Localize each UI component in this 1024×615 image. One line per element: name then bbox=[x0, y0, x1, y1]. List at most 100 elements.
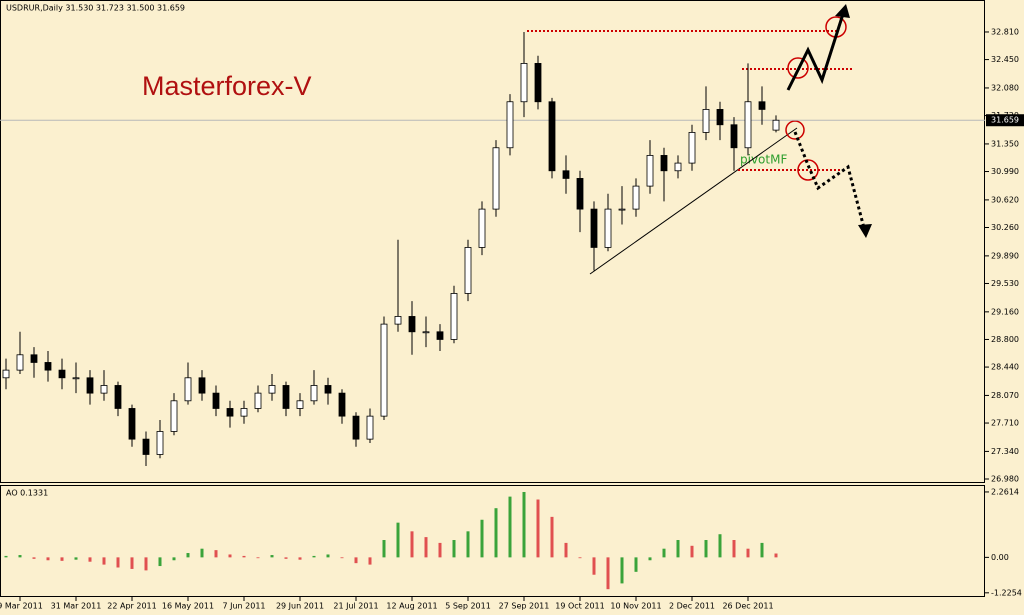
candle-body bbox=[254, 392, 262, 409]
ao-bar bbox=[494, 508, 498, 558]
ao-bar bbox=[60, 557, 64, 561]
candle-body bbox=[576, 178, 584, 210]
candle-body bbox=[618, 208, 626, 211]
ao-bar bbox=[550, 516, 554, 558]
ao-bar bbox=[214, 550, 218, 558]
ao-bar bbox=[438, 542, 442, 558]
ao-bar bbox=[270, 555, 274, 558]
candle-body bbox=[72, 377, 80, 380]
candle-body bbox=[478, 208, 486, 248]
ao-bar bbox=[466, 531, 470, 558]
y-tick-label: -1.2254 bbox=[991, 588, 1022, 597]
ao-bar bbox=[368, 557, 372, 565]
ao-bar bbox=[396, 522, 400, 558]
ao-bar bbox=[298, 557, 302, 560]
ao-bar bbox=[326, 554, 330, 558]
x-tick-label: 12 Aug 2011 bbox=[386, 602, 437, 611]
ao-bar bbox=[256, 557, 260, 559]
ao-bar bbox=[88, 557, 92, 562]
ao-bar bbox=[382, 540, 386, 558]
candle-body bbox=[184, 377, 192, 402]
ao-bar bbox=[592, 557, 596, 575]
y-tick-label: 28.070 bbox=[991, 391, 1019, 400]
candle-body bbox=[534, 63, 542, 103]
ao-bar bbox=[606, 557, 610, 590]
candle-body bbox=[114, 385, 122, 409]
ao-bar bbox=[648, 557, 652, 561]
pivot-label: pivotMF bbox=[740, 153, 787, 167]
y-tick-label: 28.440 bbox=[991, 363, 1019, 372]
brand-label: Masterforex-V bbox=[142, 71, 312, 101]
candle-body bbox=[268, 385, 276, 394]
y-tick-label: 32.080 bbox=[991, 83, 1019, 92]
last-price-label: 31.659 bbox=[991, 116, 1019, 125]
ao-bar bbox=[312, 555, 316, 558]
y-tick-label: 0.00 bbox=[991, 553, 1009, 562]
ao-bar bbox=[578, 557, 582, 559]
y-tick-label: 29.530 bbox=[991, 279, 1019, 288]
y-tick-label: 26.980 bbox=[991, 475, 1019, 484]
candle-body bbox=[436, 331, 444, 340]
candle-body bbox=[240, 408, 248, 417]
candle-body bbox=[30, 354, 38, 363]
ao-bar bbox=[284, 557, 288, 559]
ao-bar bbox=[18, 555, 22, 558]
candle-body bbox=[366, 415, 374, 440]
candle-body bbox=[352, 415, 360, 440]
y-tick-label: 27.340 bbox=[991, 447, 1019, 456]
ao-bar bbox=[508, 496, 512, 558]
candle-body bbox=[324, 385, 332, 394]
ao-bar bbox=[746, 548, 750, 558]
candle-body bbox=[646, 155, 654, 187]
x-tick-label: 29 Jun 2011 bbox=[276, 602, 324, 611]
y-tick-label: 27.710 bbox=[991, 419, 1019, 428]
ao-frame bbox=[0, 485, 985, 597]
candle-body bbox=[562, 170, 570, 179]
x-tick-label: 16 May 2011 bbox=[162, 602, 214, 611]
ao-bar bbox=[424, 537, 428, 558]
x-tick-label: 5 Sep 2011 bbox=[445, 602, 491, 611]
circle-marker bbox=[787, 57, 809, 79]
y-tick-label: 30.260 bbox=[991, 223, 1019, 232]
candle-body bbox=[506, 101, 514, 149]
candle-body bbox=[548, 101, 556, 172]
ao-bar bbox=[690, 545, 694, 558]
last-price-box bbox=[986, 114, 1024, 127]
ao-bar bbox=[522, 491, 526, 558]
candle-body bbox=[450, 293, 458, 340]
candle-body bbox=[394, 316, 402, 325]
candle-body bbox=[464, 247, 472, 294]
circle-marker bbox=[797, 159, 819, 181]
x-tick-label: 22 Apr 2011 bbox=[107, 602, 156, 611]
x-tick-label: 31 Mar 2011 bbox=[51, 602, 102, 611]
ao-bar bbox=[774, 553, 778, 558]
candle-body bbox=[310, 385, 318, 402]
y-tick-label: 30.620 bbox=[991, 195, 1019, 204]
x-tick-label: 21 Jul 2011 bbox=[333, 602, 378, 611]
candle-body bbox=[338, 392, 346, 417]
candle-body bbox=[590, 208, 598, 248]
ao-bar bbox=[158, 557, 162, 567]
candle-body bbox=[296, 400, 304, 409]
ao-bar bbox=[200, 548, 204, 558]
arrow-head bbox=[858, 224, 872, 238]
candle-body bbox=[282, 385, 290, 409]
ao-bar bbox=[676, 540, 680, 558]
arrow-head bbox=[835, 4, 850, 18]
candle-body bbox=[226, 408, 234, 417]
x-tick-label: 19 Oct 2011 bbox=[555, 602, 604, 611]
y-tick-label: 29.890 bbox=[991, 251, 1019, 260]
ao-bar bbox=[732, 540, 736, 558]
candle-body bbox=[422, 331, 430, 334]
candle-body bbox=[758, 101, 766, 110]
ao-bar bbox=[536, 499, 540, 558]
ao-bar bbox=[74, 557, 78, 560]
ao-bar bbox=[228, 554, 232, 558]
ao-bar bbox=[172, 557, 176, 561]
candle-body bbox=[702, 109, 710, 133]
ao-bar bbox=[634, 557, 638, 572]
candle-body bbox=[730, 124, 738, 149]
x-tick-label: 27 Sep 2011 bbox=[499, 602, 550, 611]
ao-bar bbox=[242, 555, 246, 558]
